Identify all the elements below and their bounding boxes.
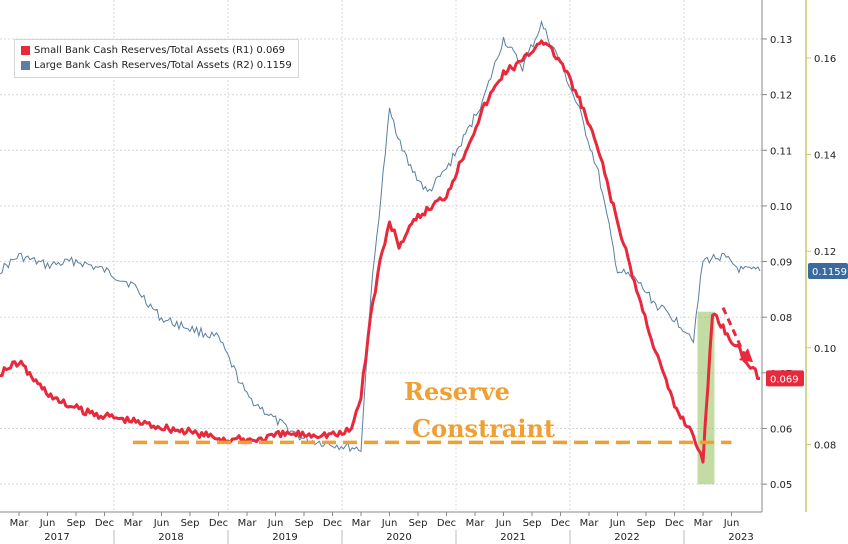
trend-arrow-shaft xyxy=(721,307,747,357)
last-value-badge-small-bg xyxy=(766,370,804,387)
tick-label-month: Sep xyxy=(523,518,542,529)
last-value-badge-large: 0.1159 xyxy=(812,267,847,278)
tick-label-month: Jun xyxy=(609,518,626,529)
tick-label-month: Jun xyxy=(39,518,56,529)
tick-label-month: Dec xyxy=(323,518,342,529)
tick-label-r1: 0.13 xyxy=(770,35,792,46)
tick-label-month: Mar xyxy=(466,518,486,529)
series-lines xyxy=(0,19,761,464)
tick-label-r1: 0.08 xyxy=(770,313,792,324)
tick-label-month: Dec xyxy=(209,518,228,529)
tick-label-r1: 0.09 xyxy=(770,258,792,269)
legend-swatch-small xyxy=(21,46,30,55)
series-line-large xyxy=(0,19,761,453)
annotation-reserve: Reserve xyxy=(404,377,510,406)
tick-label-month: Mar xyxy=(124,518,144,529)
legend-item-small: Small Bank Cash Reserves/Total Assets (R… xyxy=(21,43,292,58)
legend-swatch-large xyxy=(21,61,30,70)
tick-label-year: 2018 xyxy=(158,532,183,543)
tick-label-r1: 0.06 xyxy=(770,425,792,436)
legend-label-small: Small Bank Cash Reserves/Total Assets (R… xyxy=(34,45,286,56)
tick-label-month: Sep xyxy=(181,518,200,529)
tick-label-r2: 0.14 xyxy=(814,151,836,162)
tick-label-month: Sep xyxy=(67,518,86,529)
tick-label-year: 2021 xyxy=(500,532,525,543)
tick-label-month: Jun xyxy=(495,518,512,529)
tick-label-month: Mar xyxy=(352,518,372,529)
tick-label-month: Sep xyxy=(295,518,314,529)
trend-arrow-head xyxy=(739,348,753,363)
tick-label-month: Mar xyxy=(580,518,600,529)
annotations: Reserve Constraint xyxy=(404,377,555,443)
tick-label-month: Sep xyxy=(637,518,656,529)
tick-label-year: 2019 xyxy=(272,532,297,543)
annotation-constraint: Constraint xyxy=(412,414,555,443)
tick-label-r1: 0.10 xyxy=(770,202,792,213)
tick-label-month: Jun xyxy=(153,518,170,529)
legend-label-large: Large Bank Cash Reserves/Total Assets (R… xyxy=(34,60,292,71)
tick-label-r1: 0.11 xyxy=(770,146,792,157)
tick-label-month: Mar xyxy=(694,518,714,529)
tick-label-r2: 0.10 xyxy=(814,344,836,355)
tick-label-year: 2020 xyxy=(386,532,411,543)
gridlines xyxy=(0,0,762,512)
last-value-badge-small: 0.069 xyxy=(770,374,799,385)
tick-label-month: Jun xyxy=(723,518,740,529)
tick-label-r2: 0.12 xyxy=(814,247,836,258)
legend: Small Bank Cash Reserves/Total Assets (R… xyxy=(14,39,299,78)
tick-label-year: 2023 xyxy=(728,532,753,543)
tick-label-month: Mar xyxy=(10,518,30,529)
tick-label-month: Dec xyxy=(551,518,570,529)
tick-label-r1: 0.12 xyxy=(770,91,792,102)
series-line-small xyxy=(0,39,761,464)
tick-label-month: Dec xyxy=(665,518,684,529)
tick-label-r1: 0.05 xyxy=(770,480,792,491)
last-value-badge-large-bg xyxy=(808,262,848,279)
tick-label-month: Mar xyxy=(238,518,258,529)
tick-label-month: Jun xyxy=(381,518,398,529)
tick-label-month: Jun xyxy=(267,518,284,529)
reserve-constraint-line xyxy=(133,307,753,445)
tick-label-month: Dec xyxy=(437,518,456,529)
tick-label-year: 2022 xyxy=(614,532,639,543)
tick-label-month: Sep xyxy=(409,518,428,529)
tick-label-r2: 0.16 xyxy=(814,54,836,65)
tick-label-r2: 0.08 xyxy=(814,440,836,451)
tick-label-month: Dec xyxy=(95,518,114,529)
tick-label-year: 2017 xyxy=(44,532,69,543)
legend-item-large: Large Bank Cash Reserves/Total Assets (R… xyxy=(21,58,292,73)
